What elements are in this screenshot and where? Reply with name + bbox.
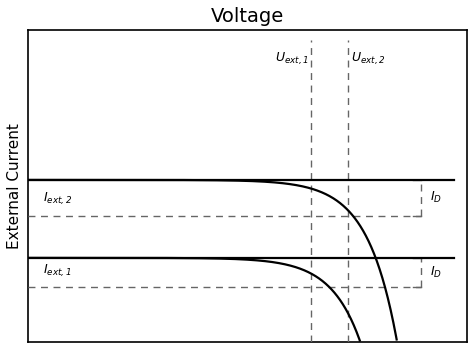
Text: $U_{\mathregular{ext,2}}$: $U_{\mathregular{ext,2}}$ — [351, 51, 385, 67]
Text: $I_{\mathregular{ext,1}}$: $I_{\mathregular{ext,1}}$ — [43, 262, 71, 279]
Title: Voltage: Voltage — [210, 7, 284, 26]
Text: $I_D$: $I_D$ — [430, 265, 442, 280]
Y-axis label: External Current: External Current — [7, 123, 22, 249]
Text: $I_D$: $I_D$ — [430, 190, 442, 206]
Text: $I_{\mathregular{ext,2}}$: $I_{\mathregular{ext,2}}$ — [43, 191, 72, 207]
Text: $U_{\mathregular{ext,1}}$: $U_{\mathregular{ext,1}}$ — [275, 51, 309, 67]
